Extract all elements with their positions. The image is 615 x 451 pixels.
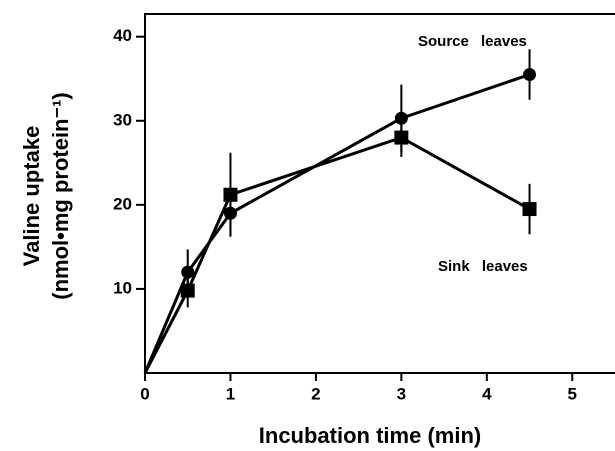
y-tick-label: 10 — [113, 278, 132, 297]
axis-frame — [144, 13, 615, 374]
data-point — [223, 187, 238, 202]
x-tick-label: 3 — [397, 384, 406, 403]
y-axis-title: Valine uptake — [19, 126, 44, 267]
x-tick-label: 2 — [311, 384, 320, 403]
y-tick-label: 20 — [113, 194, 132, 213]
y-tick-label: 30 — [113, 110, 132, 129]
data-point — [181, 265, 195, 279]
data-point — [523, 68, 537, 82]
data-point — [180, 283, 195, 298]
data-point — [394, 130, 409, 145]
x-tick-label: 0 — [140, 384, 149, 403]
series-label: Source leaves — [418, 33, 527, 50]
y-tick-label: 40 — [113, 26, 132, 45]
series-line — [143, 73, 531, 374]
series-label: Sink leaves — [438, 258, 528, 275]
y-axis-title: (nmol•mg protein⁻¹) — [48, 92, 73, 300]
data-point — [522, 202, 537, 217]
x-tick-label: 5 — [568, 384, 577, 403]
x-axis-title: Incubation time (min) — [259, 423, 481, 448]
x-tick-label: 4 — [482, 384, 492, 403]
x-tick-label: 1 — [226, 384, 235, 403]
series-line — [143, 135, 531, 374]
